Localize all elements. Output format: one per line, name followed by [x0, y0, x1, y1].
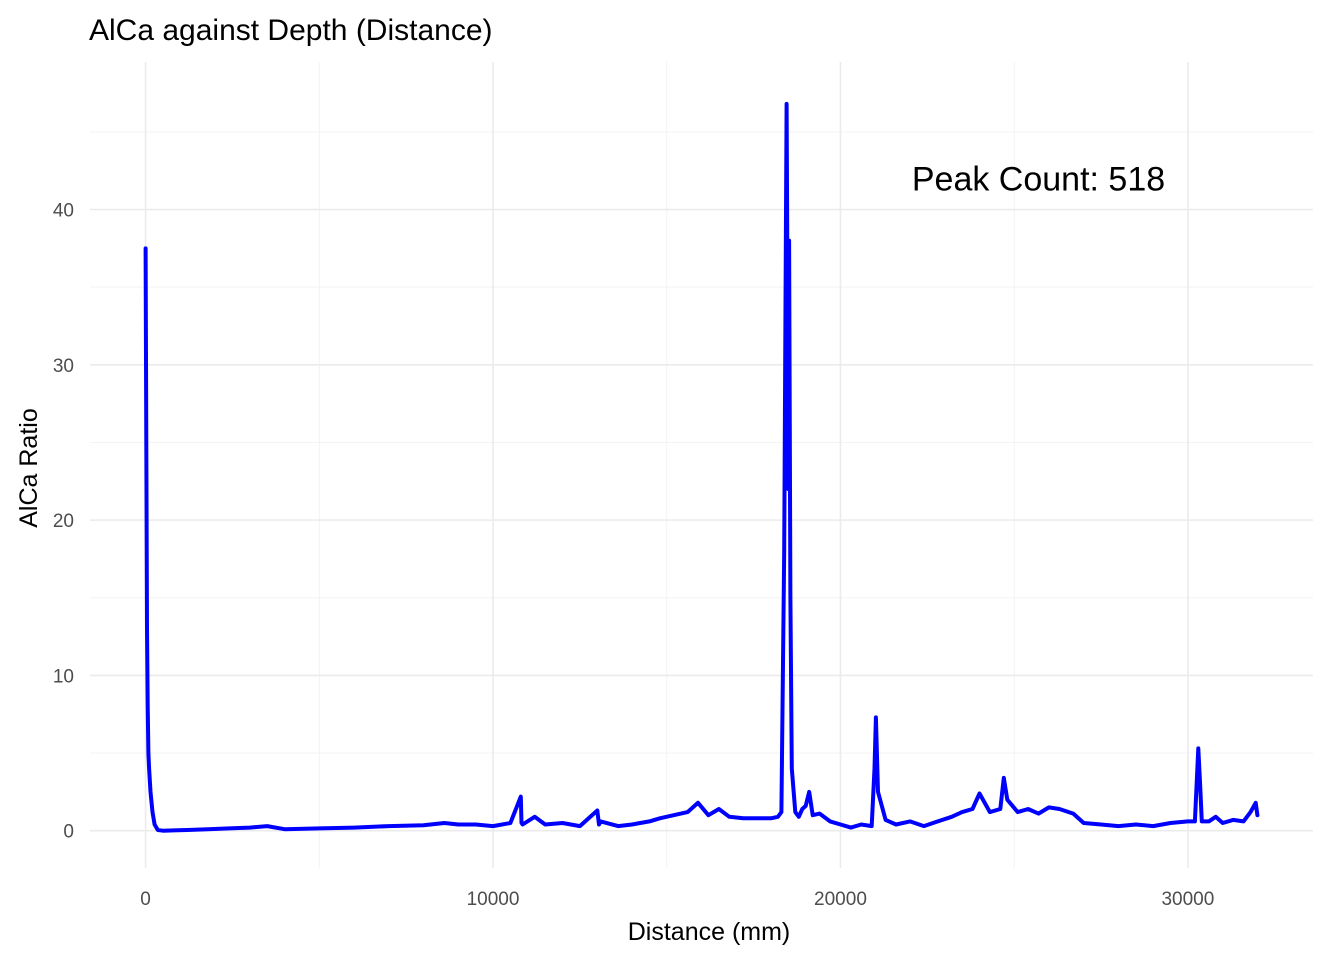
- x-axis-title: Distance (mm): [628, 918, 791, 946]
- y-axis-ticks: 0 10 20 30 40: [53, 201, 74, 843]
- annotation-peak-count: Peak Count: 518: [912, 160, 1165, 198]
- y-tick-label: 40: [53, 201, 74, 222]
- x-tick-label: 20000: [814, 889, 867, 910]
- y-tick-label: 30: [53, 356, 74, 377]
- chart-title: AlCa against Depth (Distance): [89, 14, 493, 47]
- x-tick-label: 30000: [1161, 889, 1214, 910]
- x-tick-label: 10000: [467, 889, 520, 910]
- y-tick-label: 20: [53, 511, 74, 532]
- series-line: [143, 101, 1260, 833]
- y-tick-label: 0: [63, 822, 74, 843]
- x-axis-ticks: 0 10000 20000 30000: [140, 889, 1214, 910]
- y-axis-title: AlCa Ratio: [15, 408, 43, 528]
- grid: [90, 62, 1313, 868]
- x-tick-label: 0: [140, 889, 151, 910]
- y-tick-label: 10: [53, 666, 74, 687]
